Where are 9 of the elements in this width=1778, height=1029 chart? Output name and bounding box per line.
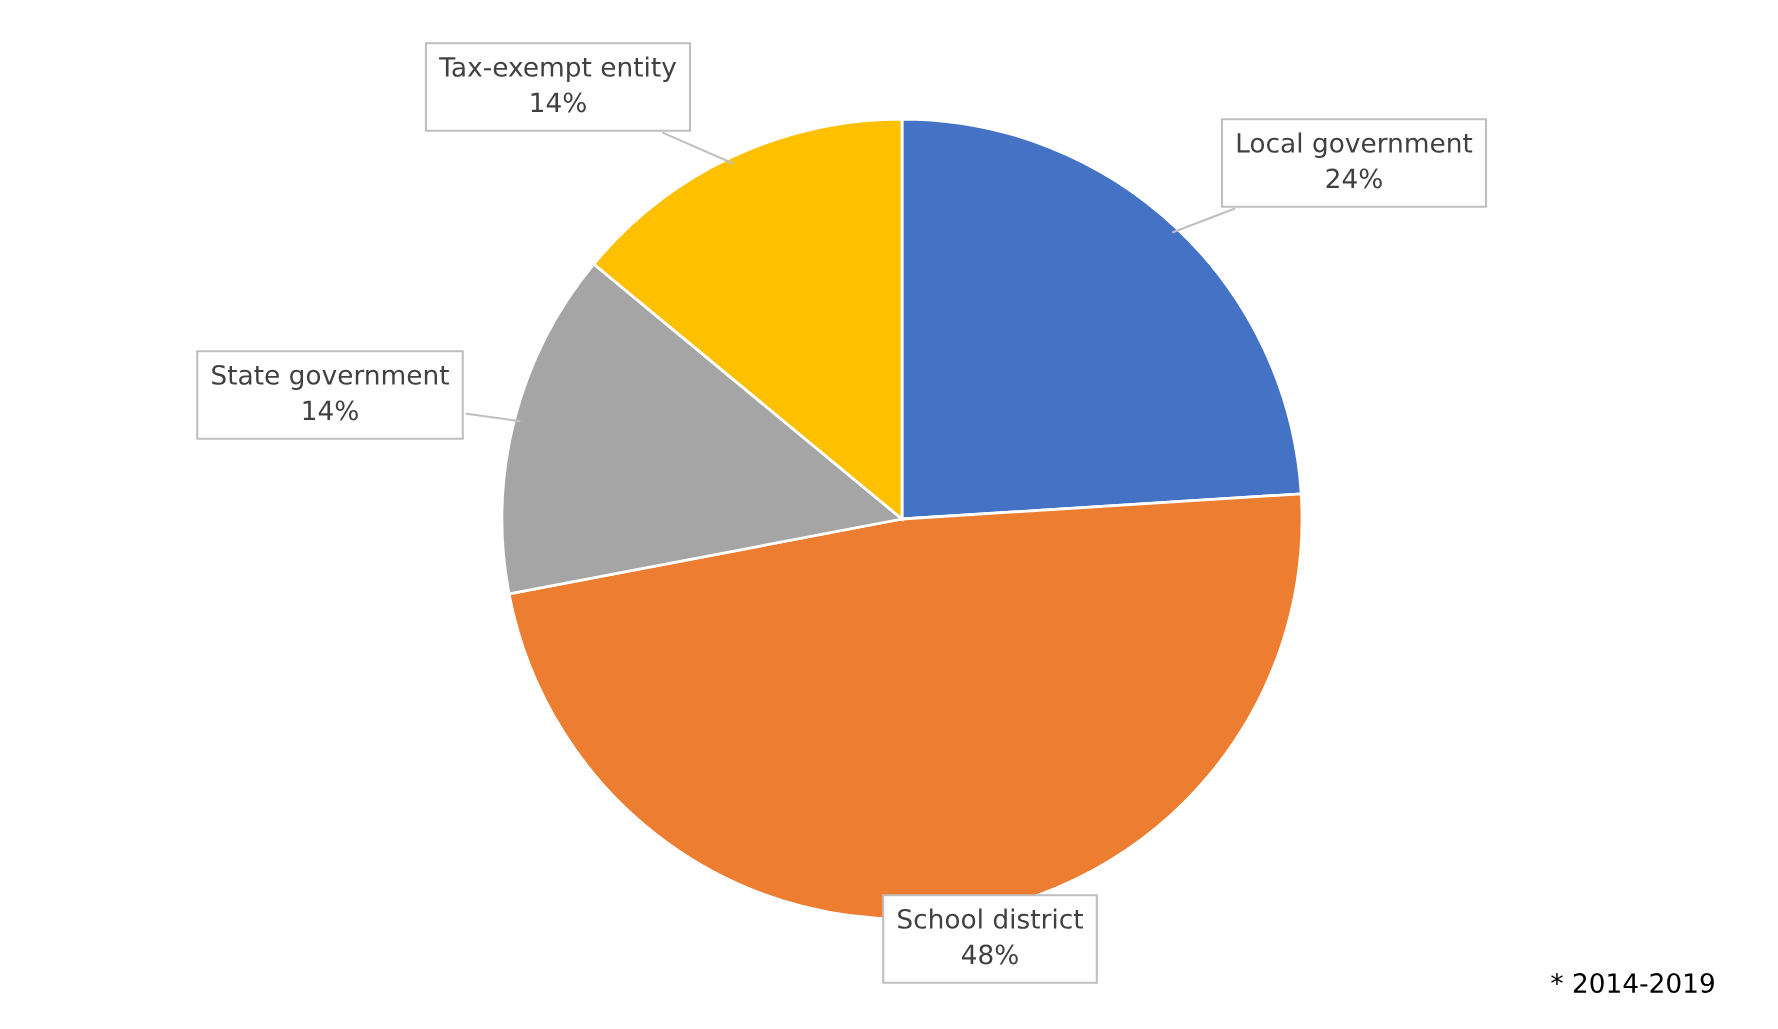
data-label: 24% bbox=[1326, 168, 1382, 189]
data-label: 14% bbox=[531, 92, 586, 113]
data-label: 48% bbox=[961, 944, 1018, 965]
data-label: 14% bbox=[303, 400, 358, 421]
slice-label: State government bbox=[212, 364, 449, 390]
text: * 2014-2019 bbox=[1551, 973, 1714, 994]
slice-label: Local government bbox=[1237, 132, 1473, 158]
slice-label: School district bbox=[898, 908, 1083, 929]
slice-label: Tax-exempt entity bbox=[439, 56, 677, 82]
